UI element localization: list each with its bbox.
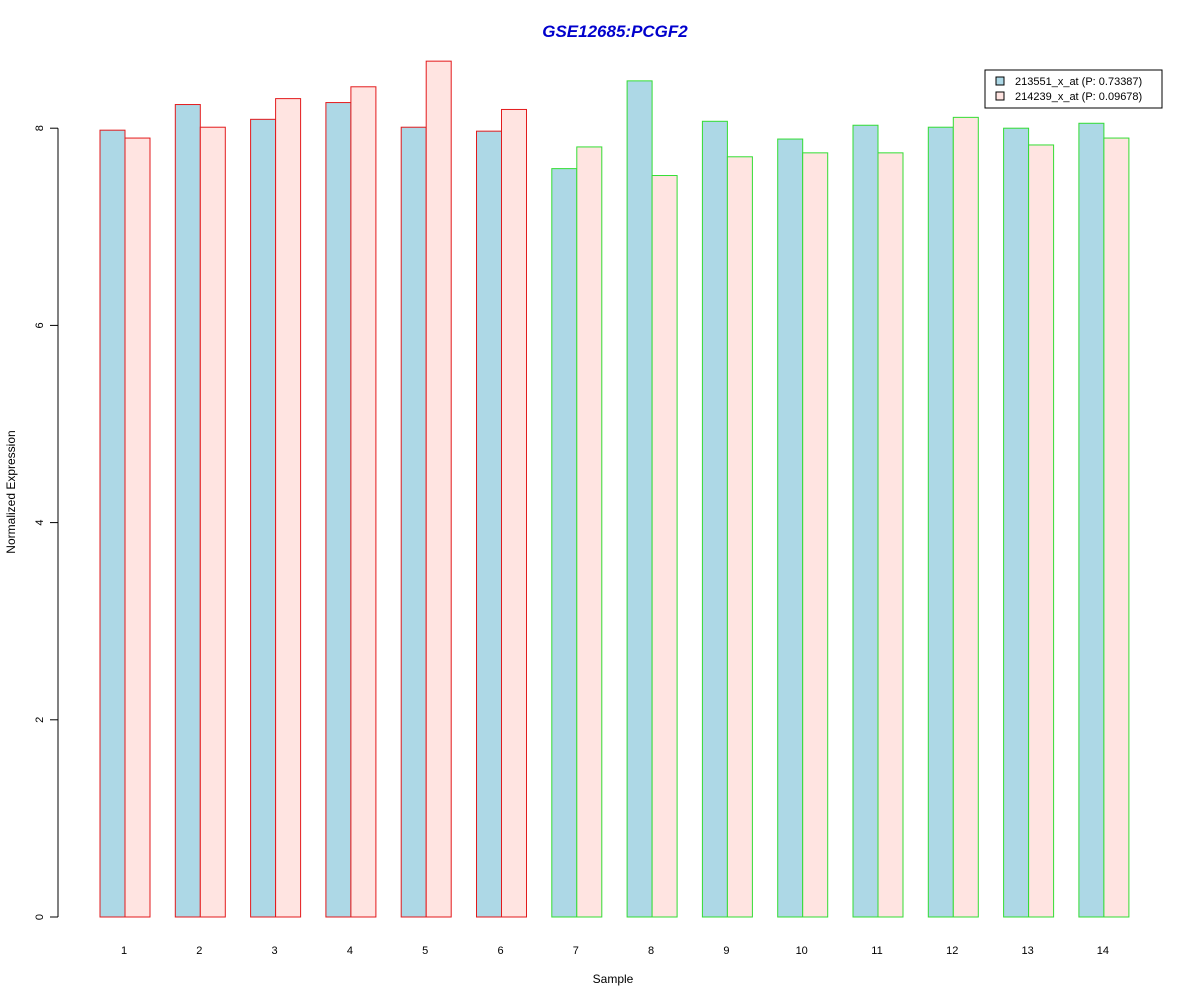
x-tick-label-14: 14 bbox=[1097, 945, 1109, 957]
legend: 213551_x_at (P: 0.73387) 214239_x_at (P:… bbox=[984, 69, 1163, 109]
bar-sample-2-series-1 bbox=[174, 104, 201, 918]
legend-swatch-series-2 bbox=[995, 91, 1005, 101]
y-tick-label: 6 bbox=[34, 322, 46, 328]
bar-sample-3-series-2 bbox=[275, 98, 302, 918]
bar-sample-12-series-1 bbox=[927, 126, 954, 918]
legend-label-series-2: 214239_x_at (P: 0.09678) bbox=[1015, 91, 1142, 103]
x-tick-label-10: 10 bbox=[796, 945, 808, 957]
y-tick-label: 0 bbox=[34, 914, 46, 920]
bar-sample-13-series-1 bbox=[1003, 127, 1030, 918]
bar-sample-8-series-2 bbox=[651, 175, 678, 918]
bar-sample-11-series-1 bbox=[852, 124, 879, 918]
x-tick-label-9: 9 bbox=[723, 945, 729, 957]
bar-sample-13-series-2 bbox=[1028, 144, 1055, 918]
chart-title: GSE12685:PCGF2 bbox=[542, 22, 688, 41]
bar-sample-14-series-2 bbox=[1103, 137, 1130, 918]
y-tick-label: 8 bbox=[34, 125, 46, 131]
x-tick-label-5: 5 bbox=[422, 945, 428, 957]
x-tick-label-11: 11 bbox=[871, 945, 882, 957]
y-tick-label: 4 bbox=[34, 520, 46, 526]
bar-sample-3-series-1 bbox=[250, 118, 277, 918]
bar-sample-1-series-2 bbox=[124, 137, 151, 918]
bar-sample-4-series-2 bbox=[350, 86, 377, 918]
bar-sample-9-series-1 bbox=[701, 120, 728, 918]
legend-swatch-series-1 bbox=[995, 76, 1005, 86]
bar-sample-7-series-1 bbox=[551, 168, 578, 918]
bar-sample-1-series-1 bbox=[99, 129, 126, 918]
bar-sample-14-series-1 bbox=[1078, 122, 1105, 918]
x-tick-label-4: 4 bbox=[347, 945, 353, 957]
x-tick-label-8: 8 bbox=[648, 945, 654, 957]
x-tick-label-12: 12 bbox=[946, 945, 958, 957]
bar-sample-6-series-1 bbox=[476, 130, 502, 918]
x-tick-label-6: 6 bbox=[497, 945, 503, 957]
bars bbox=[99, 60, 1130, 918]
bar-sample-9-series-2 bbox=[726, 156, 753, 918]
bar-sample-10-series-1 bbox=[777, 138, 804, 918]
x-tick-label-7: 7 bbox=[573, 945, 579, 957]
x-tick-labels: 1 2 3 4 5 6 7 8 9 10 11 12 13 14 bbox=[121, 945, 1109, 957]
bar-sample-2-series-2 bbox=[199, 126, 226, 918]
x-tick-label-1: 1 bbox=[121, 945, 127, 957]
y-tick-label: 2 bbox=[34, 717, 46, 723]
bar-sample-7-series-2 bbox=[576, 146, 603, 918]
legend-box bbox=[984, 69, 1163, 109]
legend-label-series-1: 213551_x_at (P: 0.73387) bbox=[1015, 76, 1142, 88]
bar-sample-11-series-2 bbox=[877, 152, 904, 918]
y-axis-title: Normalized Expression bbox=[4, 430, 18, 553]
bar-sample-12-series-2 bbox=[952, 116, 979, 918]
x-tick-label-3: 3 bbox=[272, 945, 278, 957]
bar-sample-10-series-2 bbox=[802, 152, 829, 918]
bar-sample-5-series-2 bbox=[425, 60, 452, 918]
x-axis-title: Sample bbox=[593, 972, 634, 986]
bar-sample-4-series-1 bbox=[325, 102, 352, 918]
y-axis: 0 2 4 6 8 bbox=[34, 125, 59, 920]
bar-sample-8-series-1 bbox=[626, 80, 653, 918]
bar-sample-6-series-2 bbox=[501, 108, 527, 918]
x-tick-label-13: 13 bbox=[1021, 945, 1033, 957]
bar-sample-5-series-1 bbox=[400, 126, 427, 918]
x-tick-label-2: 2 bbox=[196, 945, 202, 957]
